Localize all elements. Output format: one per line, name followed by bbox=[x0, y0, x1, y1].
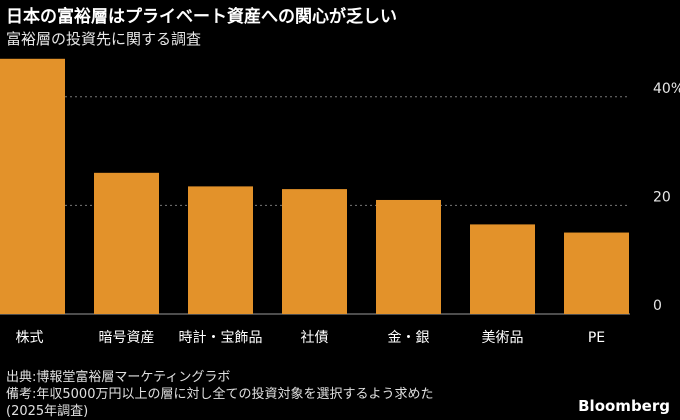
remarks-note: 備考:年収5000万円以上の層に対し全ての投資対象を選択するよう求めた bbox=[6, 387, 434, 402]
year-note: (2025年調査) bbox=[6, 404, 89, 419]
y-tick-label: 20 bbox=[653, 189, 671, 205]
bar-1 bbox=[94, 172, 159, 314]
x-category-label: PE bbox=[588, 330, 605, 346]
x-category-label: 金・銀 bbox=[388, 330, 430, 346]
x-category-label: 美術品 bbox=[482, 330, 524, 346]
bar-2 bbox=[188, 186, 253, 314]
bloomberg-logo: Bloomberg bbox=[578, 397, 670, 415]
source-note: 出典:博報堂富裕層マーケティングラボ bbox=[6, 370, 231, 385]
bar-4 bbox=[376, 199, 441, 314]
x-category-label: 株式 bbox=[16, 330, 44, 346]
bar-5 bbox=[470, 224, 535, 314]
chart-subtitle: 富裕層の投資先に関する調査 bbox=[6, 30, 202, 48]
y-tick-label: 0 bbox=[653, 298, 662, 314]
bar-6 bbox=[564, 232, 629, 314]
x-category-label: 暗号資産 bbox=[99, 330, 155, 346]
x-category-label: 社債 bbox=[301, 330, 329, 346]
x-category-label: 時計・宝飾品 bbox=[179, 330, 263, 346]
bar-chart: 0 20 40% 株式 暗号資産 時計・宝飾品 社債 金・銀 美術品 PE bbox=[0, 58, 680, 346]
chart-title: 日本の富裕層はプライベート資産への関心が乏しい bbox=[6, 7, 397, 27]
y-tick-label: 40% bbox=[653, 81, 680, 97]
bar-0 bbox=[0, 58, 65, 314]
bar-3 bbox=[282, 189, 347, 314]
